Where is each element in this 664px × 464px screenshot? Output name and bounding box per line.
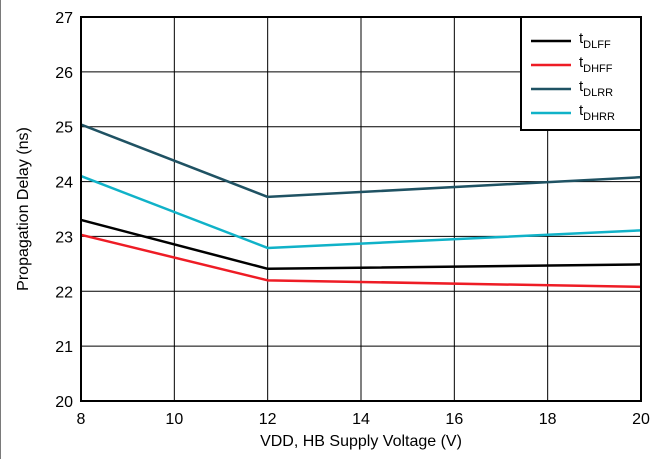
x-tick-label: 18 bbox=[539, 411, 557, 428]
plot-area-border bbox=[80, 16, 642, 402]
series-line-dlrr bbox=[80, 123, 642, 199]
legend-label: tDHRR bbox=[579, 102, 615, 123]
y-tick-label: 25 bbox=[55, 120, 73, 137]
series-line-dhrr bbox=[80, 174, 642, 250]
x-tick-label: 12 bbox=[259, 411, 277, 428]
legend-label: tDLFF bbox=[579, 30, 611, 51]
x-axis-label: VDD, HB Supply Voltage (V) bbox=[260, 433, 462, 450]
y-axis-label: Propagation Delay (ns) bbox=[15, 127, 32, 291]
y-tick-label: 22 bbox=[55, 284, 73, 301]
y-tick-label: 20 bbox=[55, 394, 73, 411]
series-line-dhff bbox=[80, 233, 642, 289]
x-tick-label: 8 bbox=[77, 411, 86, 428]
tick-labels: 8 10 12 14 16 18 20 20 21 22 23 24 25 26 27 bbox=[55, 10, 650, 428]
legend-box bbox=[520, 16, 642, 131]
y-tick-label: 27 bbox=[55, 10, 73, 27]
legend-label: tDHFF bbox=[579, 54, 613, 75]
y-tick-label: 23 bbox=[55, 229, 73, 246]
x-tick-label: 16 bbox=[445, 411, 463, 428]
y-tick-label: 26 bbox=[55, 65, 73, 82]
y-tick-label: 24 bbox=[55, 175, 73, 192]
x-tick-label: 10 bbox=[165, 411, 183, 428]
x-tick-label: 14 bbox=[352, 411, 370, 428]
series-line-dlff bbox=[80, 218, 642, 271]
x-tick-label: 20 bbox=[632, 411, 650, 428]
series-lines bbox=[80, 123, 642, 289]
legend: tDLFF tDHFF tDLRR tDHRR bbox=[520, 16, 642, 131]
legend-label: tDLRR bbox=[579, 78, 613, 99]
y-tick-label: 21 bbox=[55, 339, 73, 356]
